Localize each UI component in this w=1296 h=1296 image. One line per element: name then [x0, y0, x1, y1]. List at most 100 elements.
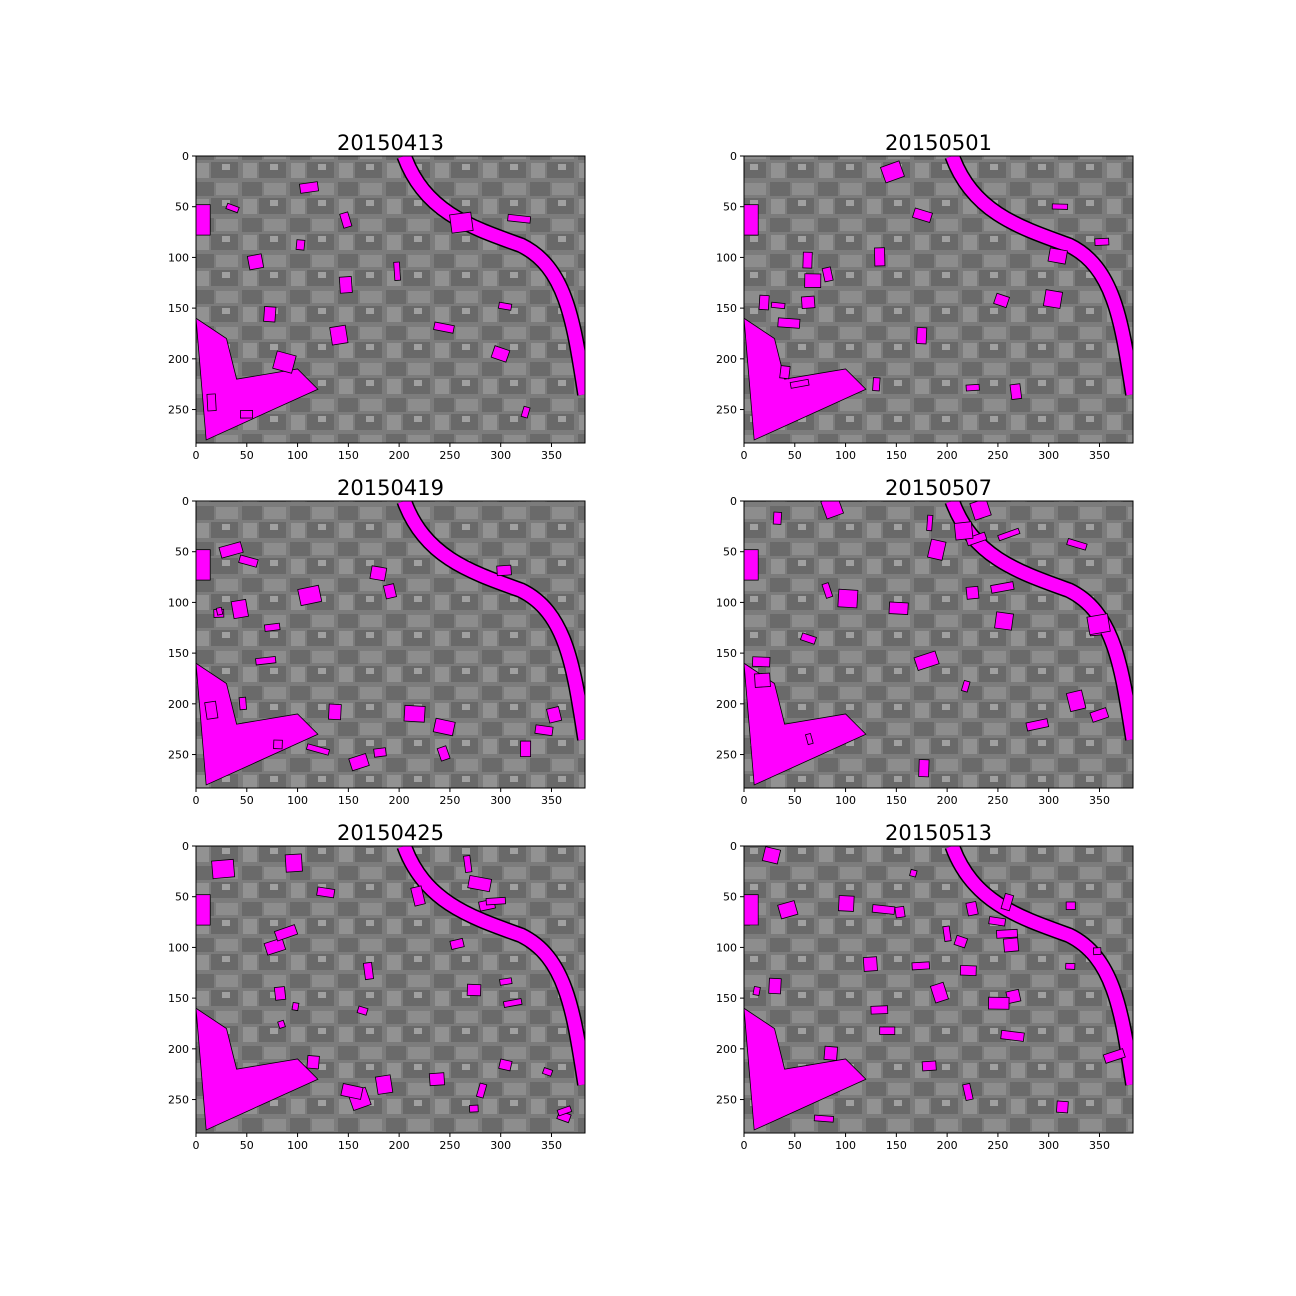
overlay-patch — [962, 1082, 974, 1102]
x-tick-label: 100 — [835, 794, 856, 807]
overlay-patch — [804, 732, 814, 746]
panel-title: 20150425 — [337, 821, 444, 845]
x-tick-label: 50 — [788, 794, 802, 807]
panel-20150501: 20150501 0 50 100 150 200 250 300 350 0 50 100 150 20… — [716, 131, 1134, 462]
overlay-patch — [502, 998, 523, 1008]
overlay-patch — [272, 350, 297, 374]
y-tick-label: 50 — [723, 546, 737, 559]
x-tick-label: 250 — [987, 794, 1008, 807]
river-overlay — [946, 501, 1133, 741]
overlay-patch — [230, 598, 249, 620]
x-tick-label: 350 — [1089, 449, 1110, 462]
overlay-patch — [1065, 901, 1076, 910]
overlay-patch — [744, 894, 759, 926]
x-tick-label: 150 — [886, 449, 907, 462]
overlay-patch — [744, 317, 867, 441]
overlay-patch — [196, 662, 319, 786]
overlay-patch — [916, 327, 928, 345]
river-overlay — [398, 501, 585, 741]
y-tick-label: 250 — [716, 749, 737, 762]
overlay-patch — [546, 705, 563, 724]
x-tick-label: 150 — [338, 794, 359, 807]
x-tick-label: 250 — [439, 1139, 460, 1152]
overlay-patch — [428, 1072, 446, 1087]
overlay-patch — [1056, 1100, 1069, 1114]
overlay-patch — [926, 514, 934, 532]
y-tick-label: 50 — [175, 546, 189, 559]
overlay-patch — [913, 650, 940, 672]
x-tick-label: 250 — [987, 449, 1008, 462]
x-tick-label: 300 — [490, 794, 511, 807]
overlay-patch — [872, 377, 881, 392]
river-overlay — [946, 846, 1133, 1086]
overlay-patch — [965, 383, 980, 392]
overlay-patch — [772, 511, 783, 525]
overlay-patch — [911, 961, 930, 971]
overlay-patch — [1002, 937, 1020, 953]
overlay-patch — [1092, 947, 1102, 956]
x-tick-label: 100 — [835, 1139, 856, 1152]
overlay-patch — [273, 924, 299, 942]
overlay-patch — [225, 202, 240, 214]
overlay-patch — [196, 317, 319, 441]
x-tick-label: 50 — [240, 794, 254, 807]
y-tick-label: 0 — [182, 495, 189, 508]
overlay-patch — [1086, 613, 1111, 636]
overlay-patch — [490, 345, 511, 363]
overlay-patch — [997, 527, 1021, 542]
x-tick-label: 200 — [389, 1139, 410, 1152]
overlay-patch — [909, 868, 918, 878]
overlay-patch — [520, 405, 531, 419]
overlay-patch — [373, 747, 387, 758]
y-tick-label: 150 — [716, 992, 737, 1005]
y-tick-label: 150 — [168, 992, 189, 1005]
overlay-patch — [1000, 1029, 1025, 1042]
axes-frame — [195, 845, 586, 1134]
overlay-patch — [541, 1067, 554, 1077]
axes-frame — [195, 155, 586, 444]
overlay-patch — [273, 739, 283, 750]
x-tick-label: 100 — [287, 794, 308, 807]
y-tick-label: 250 — [716, 404, 737, 417]
y-tick-label: 200 — [716, 353, 737, 366]
axes-frame — [743, 500, 1134, 789]
overlay-patch — [837, 588, 859, 609]
overlay-patch — [463, 854, 473, 873]
overlay-patch — [990, 581, 1015, 594]
overlay-patch — [284, 853, 303, 873]
overlay-patch — [911, 207, 934, 224]
overlay-patch — [356, 1005, 369, 1016]
overlay-patch — [789, 378, 810, 389]
y-tick-label: 150 — [716, 302, 737, 315]
overlay-patch — [238, 696, 248, 711]
x-tick-label: 0 — [193, 1139, 200, 1152]
x-tick-label: 300 — [490, 449, 511, 462]
overlay-patch — [965, 900, 979, 917]
overlay-patch — [499, 977, 513, 986]
y-tick-label: 50 — [175, 201, 189, 214]
overlay-patch — [273, 986, 287, 1001]
y-tick-label: 0 — [182, 840, 189, 853]
x-tick-label: 150 — [886, 794, 907, 807]
axes-frame — [743, 155, 1134, 444]
panel-title: 20150501 — [885, 131, 992, 155]
x-tick-label: 300 — [490, 1139, 511, 1152]
y-tick-label: 100 — [168, 251, 189, 264]
overlay-patch — [507, 213, 532, 224]
x-tick-label: 0 — [193, 794, 200, 807]
y-tick-label: 0 — [730, 495, 737, 508]
overlay-patch — [1047, 247, 1068, 265]
overlay-patch — [1000, 892, 1015, 912]
y-tick-label: 0 — [182, 150, 189, 163]
overlay-patch — [204, 700, 219, 720]
overlay-patch — [362, 961, 375, 981]
y-tick-label: 150 — [716, 647, 737, 660]
y-tick-label: 150 — [168, 302, 189, 315]
overlay-patch — [960, 679, 971, 693]
y-tick-label: 100 — [716, 251, 737, 264]
overlay-patch — [927, 538, 947, 561]
y-tick-label: 100 — [716, 596, 737, 609]
axes-frame — [743, 845, 1134, 1134]
overlay-patch — [196, 1007, 319, 1131]
panel-title: 20150413 — [337, 131, 444, 155]
